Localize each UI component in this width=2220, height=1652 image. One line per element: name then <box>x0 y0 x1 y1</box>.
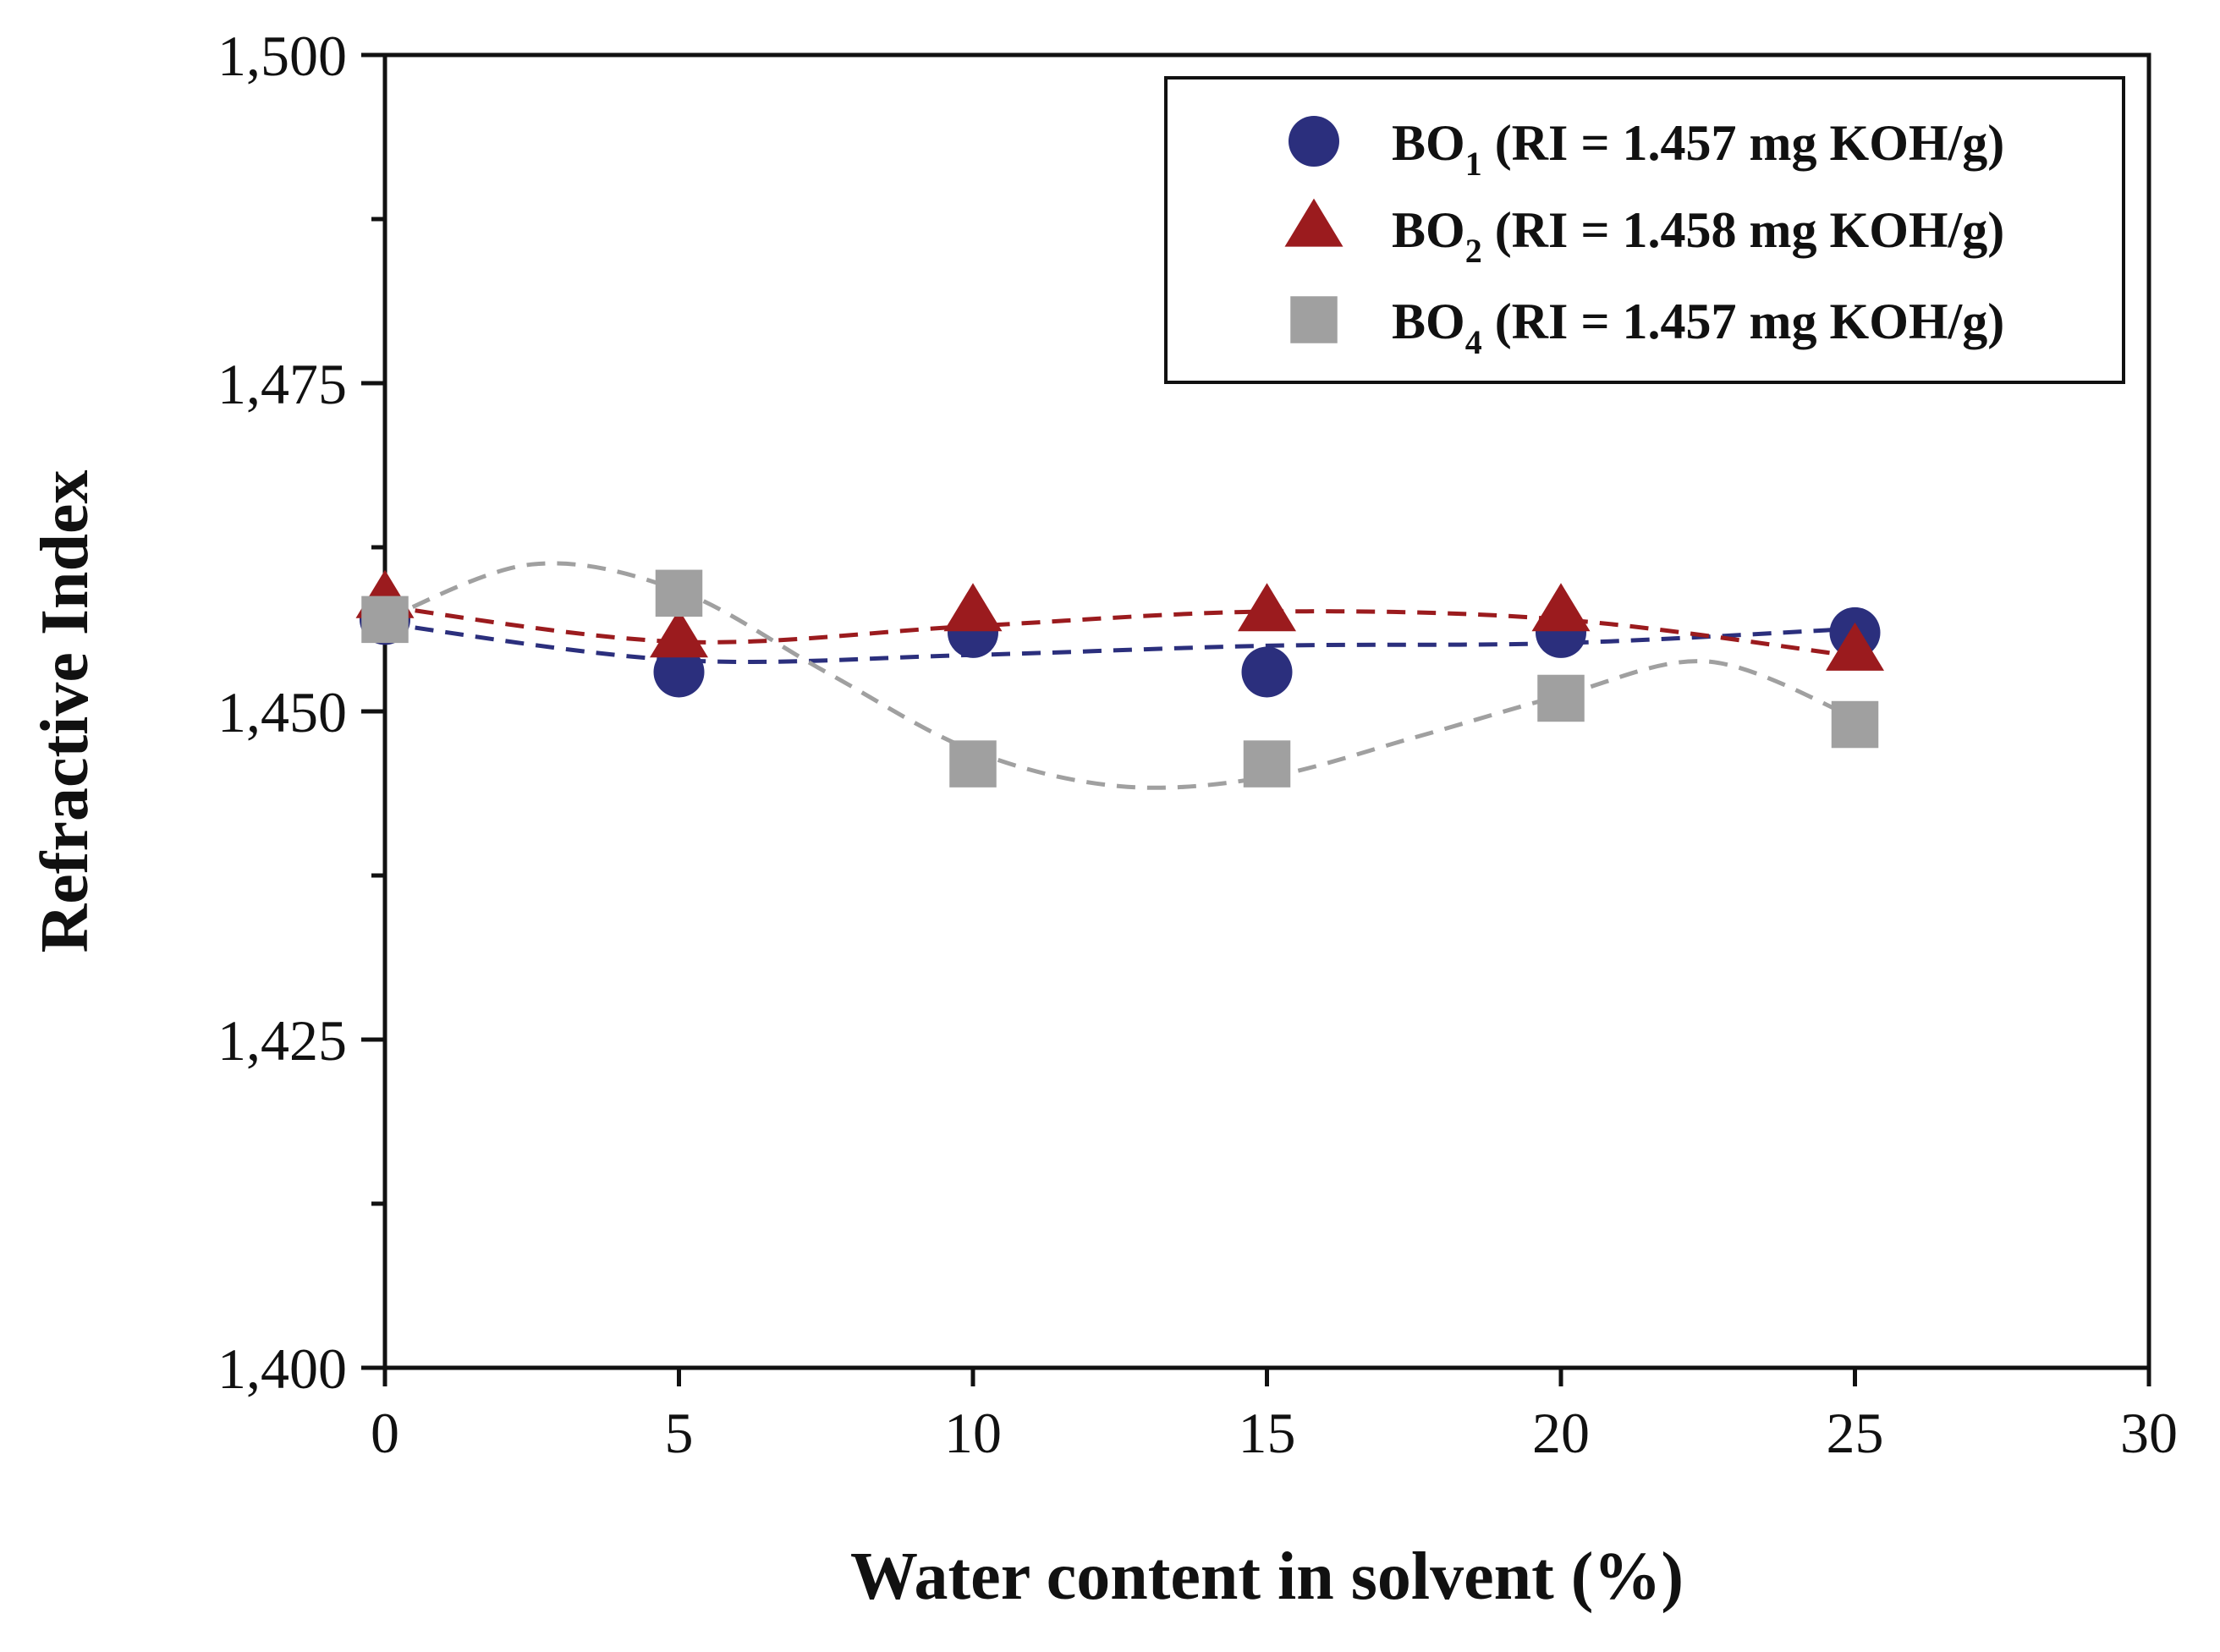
data-point-series-3-x5 <box>655 569 703 617</box>
x-tick-label: 30 <box>2120 1401 2178 1465</box>
y-tick-label: 1,425 <box>217 1008 347 1073</box>
x-tick-label: 0 <box>371 1401 399 1465</box>
data-point-series-2-x5 <box>650 609 708 658</box>
y-tick-label: 1,400 <box>217 1336 347 1401</box>
legend-label-rest: (RI = 1.457 mg KOH/g) <box>1482 115 2005 171</box>
fit-curve-series-1 <box>384 621 1855 665</box>
x-tick-label: 25 <box>1827 1401 1884 1465</box>
fit-curve-series-2 <box>384 604 1855 659</box>
y-axis: 1,400 1,425 1,450 1,475 1,500 <box>217 24 385 1401</box>
y-axis-title: Refractive Index <box>28 470 102 953</box>
legend-label-series-3: BO4 (RI = 1.457 mg KOH/g) <box>1392 294 2004 361</box>
data-markers <box>355 569 1884 788</box>
legend: BO1 (RI = 1.457 mg KOH/g)BO2 (RI = 1.458… <box>1164 76 2125 384</box>
data-point-series-2-x25 <box>1826 622 1884 671</box>
data-point-series-1-x15 <box>1241 646 1293 698</box>
legend-label-series-1: BO1 (RI = 1.457 mg KOH/g) <box>1392 115 2004 183</box>
data-point-series-2-x10 <box>943 583 1003 632</box>
legend-label-prefix: BO <box>1392 202 1465 258</box>
y-tick-label: 1,475 <box>217 352 347 416</box>
data-point-series-3-x15 <box>1243 740 1291 788</box>
legend-marker-series-1 <box>1289 116 1339 167</box>
fit-curve-series-3 <box>384 561 1856 790</box>
x-axis-title: Water content in solvent (%) <box>850 1539 1684 1614</box>
legend-label-series-2: BO2 (RI = 1.458 mg KOH/g) <box>1392 202 2004 270</box>
legend-label-prefix: BO <box>1392 115 1465 171</box>
data-point-series-3-x10 <box>949 740 997 788</box>
legend-marker-series-2 <box>1284 198 1344 247</box>
legend-label-subscript: 1 <box>1465 145 1482 183</box>
data-point-series-3-x25 <box>1831 700 1879 749</box>
data-point-series-1-x5 <box>653 646 705 698</box>
x-tick-label: 20 <box>1532 1401 1590 1465</box>
fit-curves <box>384 561 1856 790</box>
legend-label-rest: (RI = 1.458 mg KOH/g) <box>1482 202 2005 258</box>
x-tick-label: 10 <box>944 1401 1002 1465</box>
legend-items: BO1 (RI = 1.457 mg KOH/g)BO2 (RI = 1.458… <box>1284 115 2004 361</box>
x-axis: 0 5 10 15 20 25 30 <box>371 1368 2178 1465</box>
data-point-series-3-x0 <box>361 595 409 644</box>
x-tick-label: 15 <box>1239 1401 1296 1465</box>
data-point-series-2-x20 <box>1531 583 1591 632</box>
data-point-series-2-x15 <box>1238 583 1296 632</box>
y-tick-label: 1,500 <box>217 24 347 88</box>
y-tick-label: 1,450 <box>217 680 347 744</box>
x-tick-label: 5 <box>665 1401 694 1465</box>
legend-label-prefix: BO <box>1392 294 1465 349</box>
legend-label-rest: (RI = 1.457 mg KOH/g) <box>1482 294 2005 349</box>
legend-marker-series-3 <box>1290 296 1338 343</box>
legend-label-subscript: 4 <box>1465 323 1482 361</box>
data-point-series-3-x20 <box>1537 674 1585 722</box>
legend-label-subscript: 2 <box>1465 232 1482 270</box>
